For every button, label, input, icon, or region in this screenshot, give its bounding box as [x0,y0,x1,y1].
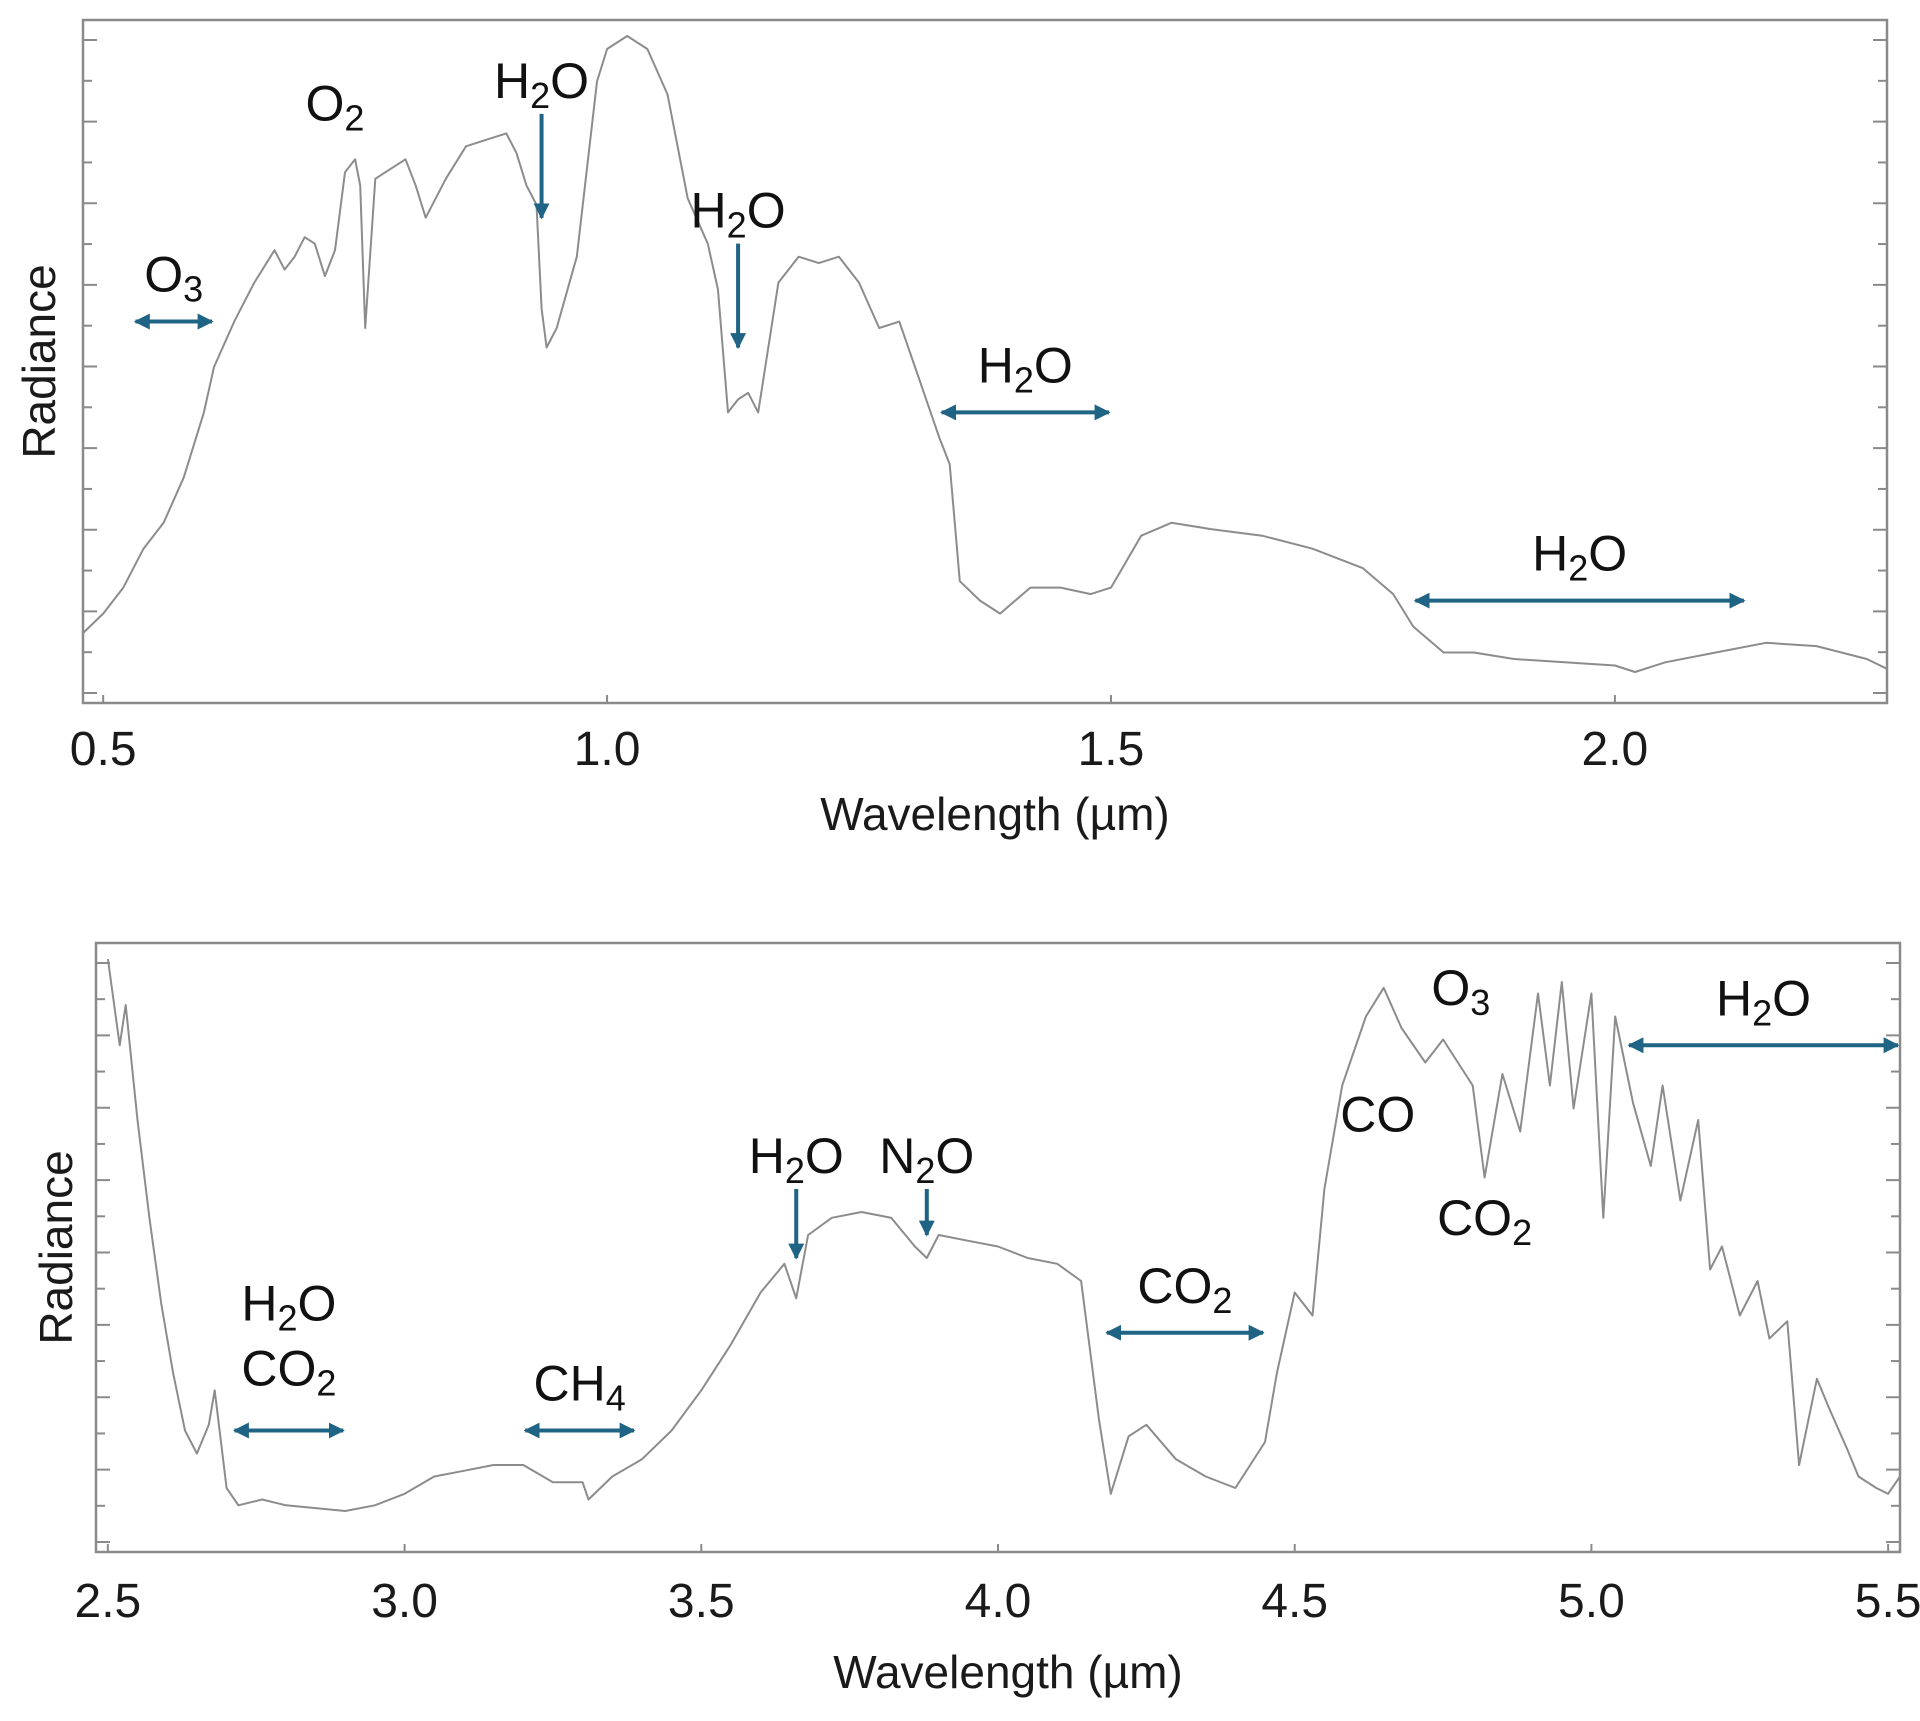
annotation-o3: O3 [1431,960,1490,1023]
annotation-label-rest: O [1034,337,1073,393]
annotation-label-sub: 2 [277,1298,297,1339]
annotation-label-sub: 2 [1752,992,1772,1033]
annotation-label: CO2 [1137,1258,1232,1321]
annotation-label: H2O [978,337,1073,400]
annotation-label-base: H [978,337,1014,393]
annotation-o3: O3 [133,247,214,330]
annotation-label-sub: 2 [915,1150,935,1191]
x-tick-label: 2.5 [75,1575,142,1628]
annotation-h2o: H2O [749,1128,844,1260]
annotation-label-base: H [241,1276,277,1332]
annotation-label: H2O [241,1276,336,1339]
annotation-h2o: H2O [940,337,1111,421]
annotation-label-line2-sub: 2 [316,1363,336,1404]
x-axis-title: Wavelength (µm) [820,788,1169,840]
annotation-label: CO2 [1437,1190,1532,1253]
x-tick-label: 4.0 [965,1575,1032,1628]
annotation-label-sub: 2 [785,1150,805,1191]
annotation-label-base: CO [1340,1087,1415,1143]
annotation-label-base: H [494,53,530,109]
annotation-h2o: H2O [1413,526,1746,609]
x-tick-label: 3.5 [668,1575,735,1628]
annotation-label-base: H [1716,970,1752,1026]
annotation-label-sub: 4 [606,1378,626,1419]
annotation-label: CO [1340,1087,1415,1143]
annotation-label-rest: O [297,1276,336,1332]
x-tick-label: 4.5 [1261,1575,1328,1628]
annotation-label: H2O [1532,526,1627,589]
annotation-label: CH4 [534,1356,626,1419]
annotation-label-sub: 2 [530,75,550,116]
panel-2: 2.5 3.0 3.5 4.0 4.5 5.0 5.5 Wavelength (µm) Radi… [30,941,1920,1698]
x-axis-title: Wavelength (µm) [833,1646,1182,1698]
annotation-label-line2: CO2 [241,1341,336,1404]
spectrum-line-1 [106,958,1901,1512]
annotation-label: H2O [749,1128,844,1191]
x-tick-label: 3.0 [371,1575,438,1628]
annotation-label-rest: O [1588,526,1627,582]
annotation-label-sub: 2 [1212,1280,1232,1321]
annotation-label-base: N [879,1128,915,1184]
x-tick-label: 0.5 [70,723,137,776]
annotation-label-base: CO [1137,1258,1212,1314]
annotation-label-sub: 2 [344,97,364,138]
x-tick-label: 5.0 [1558,1575,1625,1628]
annotation-label: H2O [1716,970,1811,1033]
annotation-co: CO [1340,1087,1415,1143]
annotation-label: N2O [879,1128,974,1191]
y-axis-title: Radiance [30,1150,82,1344]
annotation-label-sub: 2 [1568,548,1588,589]
annotation-h2o: H2O [1627,970,1900,1054]
annotation-label-rest: O [747,183,786,239]
annotation-label: H2O [494,53,589,116]
annotation-label-rest: O [805,1128,844,1184]
annotation-label-base: O [305,75,344,131]
annotation-label-sub: 2 [1014,359,1034,400]
annotation-label-sub: 3 [183,269,203,310]
annotation-label-base: O [1431,960,1470,1016]
annotation-co2: CO2 [1105,1258,1265,1341]
annotation-label-rest: O [550,53,589,109]
annotation-label-sub: 3 [1470,982,1490,1023]
annotation-label-base: H [691,183,727,239]
annotation-o2: O2 [305,75,364,138]
annotation-n2o: N2O [879,1128,974,1237]
annotation-label-base: O [144,247,183,303]
annotation-label: O3 [144,247,203,310]
annotation-label-base: H [749,1128,785,1184]
annotation-label-base: CO [1437,1190,1512,1246]
x-tick-label: 1.5 [1078,723,1145,776]
annotation-label-sub: 2 [1512,1212,1532,1253]
annotation-h2o: H2O [691,183,786,350]
spectrum-line-1 [82,35,1888,673]
annotation-co2: CO2 [1437,1190,1532,1253]
x-tick-label: 5.5 [1855,1575,1920,1628]
x-tick-label: 2.0 [1582,723,1649,776]
annotation-label-base: H [1532,526,1568,582]
annotation-label: H2O [691,183,786,246]
annotation-ch4: CH4 [523,1356,636,1439]
annotation-h2o: H2O [494,53,589,220]
x-tick-label: 1.0 [574,723,641,776]
annotation-label-rest: O [935,1128,974,1184]
annotation-label-sub: 2 [727,205,747,246]
y-axis-title: Radiance [13,264,65,458]
annotation-label: O2 [305,75,364,138]
annotation-label: O3 [1431,960,1490,1023]
plot-frame [81,18,1889,705]
annotation-label-rest: O [1772,970,1811,1026]
annotation-label-line2-base: CO [241,1341,316,1397]
annotation-label-base: CH [534,1356,606,1412]
